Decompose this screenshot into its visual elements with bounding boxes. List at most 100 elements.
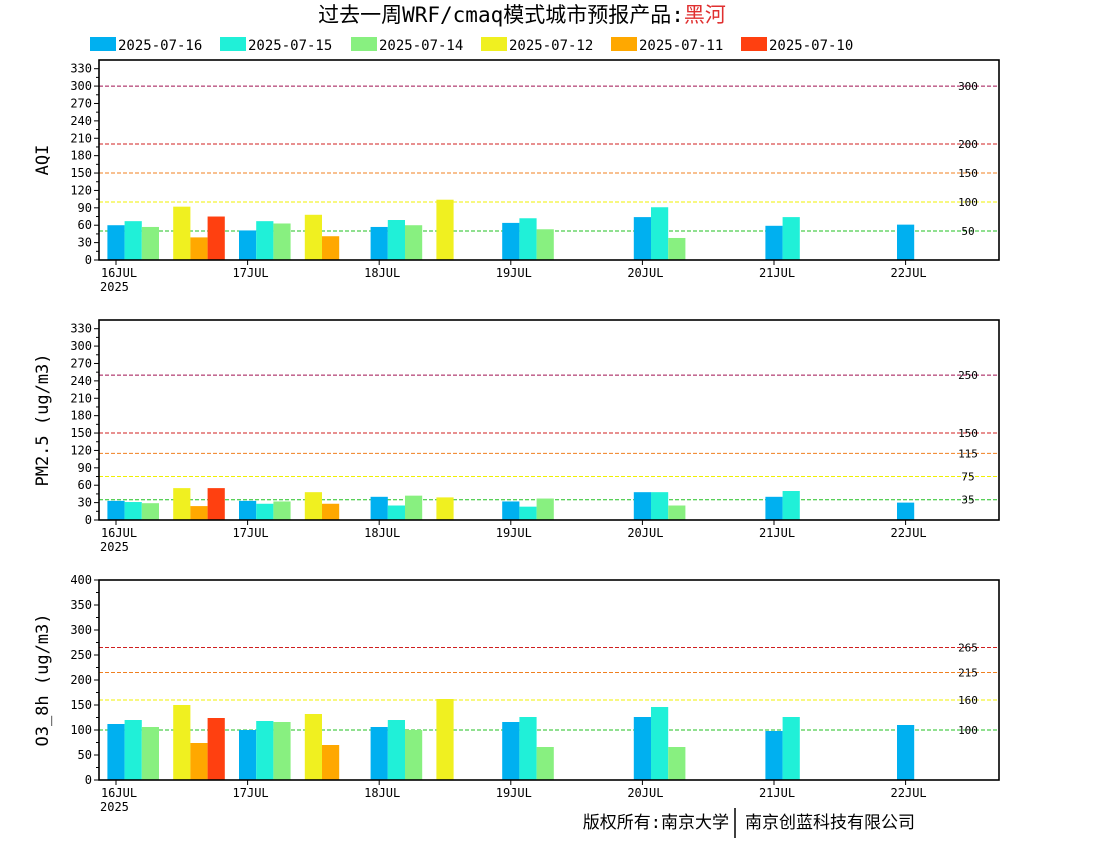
- threshold-label: 300: [958, 80, 978, 93]
- bar: [651, 207, 669, 260]
- y-tick-label: 350: [70, 598, 92, 612]
- bar: [273, 501, 291, 520]
- bar: [536, 229, 554, 260]
- y-tick-label: 240: [70, 374, 92, 388]
- legend-swatch: [220, 37, 246, 51]
- y-tick-label: 180: [70, 149, 92, 163]
- legend-swatch: [481, 37, 507, 51]
- bar: [107, 500, 125, 520]
- bar: [190, 743, 208, 780]
- footer: 版权所有:南京大学 南京创蓝科技有限公司: [583, 808, 915, 838]
- bar: [897, 224, 915, 260]
- bar: [207, 488, 225, 520]
- threshold-label: 160: [958, 694, 978, 707]
- bar: [502, 501, 520, 520]
- bar: [304, 714, 322, 780]
- x-tick-label: 18JUL: [364, 526, 400, 540]
- legend-label: 2025-07-15: [248, 38, 332, 54]
- bar: [173, 206, 191, 260]
- bar: [782, 717, 800, 780]
- y-tick-label: 250: [70, 648, 92, 662]
- legend-item: 2025-07-14: [351, 37, 463, 54]
- bar: [651, 492, 669, 520]
- bar: [124, 221, 142, 260]
- bar: [239, 500, 257, 520]
- y-axis-label: PM2.5 (ug/m3): [33, 353, 53, 486]
- bar: [173, 705, 191, 780]
- x-year-label: 2025: [100, 540, 129, 554]
- bar: [668, 505, 686, 520]
- bar: [370, 727, 388, 780]
- bar: [633, 492, 651, 520]
- bar: [436, 199, 454, 260]
- bar: [519, 506, 537, 520]
- bar: [436, 497, 454, 520]
- bar: [387, 505, 405, 520]
- legend-swatch: [741, 37, 767, 51]
- y-tick-label: 100: [70, 723, 92, 737]
- bar: [207, 718, 225, 780]
- threshold-label: 100: [958, 196, 978, 209]
- bar: [322, 745, 340, 780]
- bar: [173, 488, 191, 520]
- x-tick-label: 16JUL: [101, 526, 137, 540]
- y-tick-label: 150: [70, 166, 92, 180]
- x-year-label: 2025: [100, 280, 129, 294]
- x-tick-label: 19JUL: [496, 266, 532, 280]
- bar: [256, 503, 274, 520]
- bar: [633, 217, 651, 260]
- bar: [239, 230, 257, 260]
- x-tick-label: 21JUL: [759, 786, 795, 800]
- y-tick-label: 300: [70, 79, 92, 93]
- bar: [273, 722, 291, 780]
- bar: [519, 218, 537, 260]
- y-tick-label: 60: [78, 478, 92, 492]
- x-tick-label: 17JUL: [233, 526, 269, 540]
- x-tick-label: 16JUL: [101, 266, 137, 280]
- y-tick-label: 30: [78, 236, 92, 250]
- x-tick-label: 22JUL: [891, 526, 927, 540]
- bar: [107, 724, 125, 780]
- legend-label: 2025-07-10: [769, 38, 853, 54]
- y-tick-label: 400: [70, 573, 92, 587]
- x-tick-label: 20JUL: [627, 526, 663, 540]
- chart-title: 过去一周WRF/cmaq模式城市预报产品:黑河: [318, 3, 726, 27]
- bar: [141, 226, 159, 260]
- bar: [519, 717, 537, 780]
- y-tick-label: 210: [70, 131, 92, 145]
- threshold-label: 75: [961, 471, 974, 484]
- y-tick-label: 300: [70, 339, 92, 353]
- bar: [651, 707, 669, 780]
- y-tick-label: 210: [70, 391, 92, 405]
- threshold-label: 150: [958, 427, 978, 440]
- bar: [633, 717, 651, 780]
- y-tick-label: 50: [78, 748, 92, 762]
- bar: [782, 217, 800, 260]
- bar: [536, 498, 554, 520]
- threshold-label: 35: [961, 494, 974, 507]
- threshold-label: 50: [961, 225, 974, 238]
- y-tick-label: 270: [70, 96, 92, 110]
- x-tick-label: 21JUL: [759, 266, 795, 280]
- y-tick-label: 300: [70, 623, 92, 637]
- bar: [141, 503, 159, 520]
- plot-frame: [98, 59, 1000, 261]
- x-tick-label: 18JUL: [364, 266, 400, 280]
- legend-item: 2025-07-15: [220, 37, 332, 54]
- x-tick-label: 19JUL: [496, 786, 532, 800]
- y-tick-label: 0: [85, 253, 92, 267]
- x-year-label: 2025: [100, 800, 129, 814]
- y-tick-label: 150: [70, 698, 92, 712]
- y-tick-label: 180: [70, 409, 92, 423]
- bar: [387, 720, 405, 780]
- y-tick-label: 150: [70, 426, 92, 440]
- y-tick-label: 90: [78, 461, 92, 475]
- bar: [304, 214, 322, 260]
- x-tick-label: 22JUL: [891, 266, 927, 280]
- x-tick-label: 18JUL: [364, 786, 400, 800]
- x-tick-label: 16JUL: [101, 786, 137, 800]
- legend-swatch: [611, 37, 637, 51]
- threshold-label: 115: [958, 447, 978, 460]
- legend-swatch: [90, 37, 116, 51]
